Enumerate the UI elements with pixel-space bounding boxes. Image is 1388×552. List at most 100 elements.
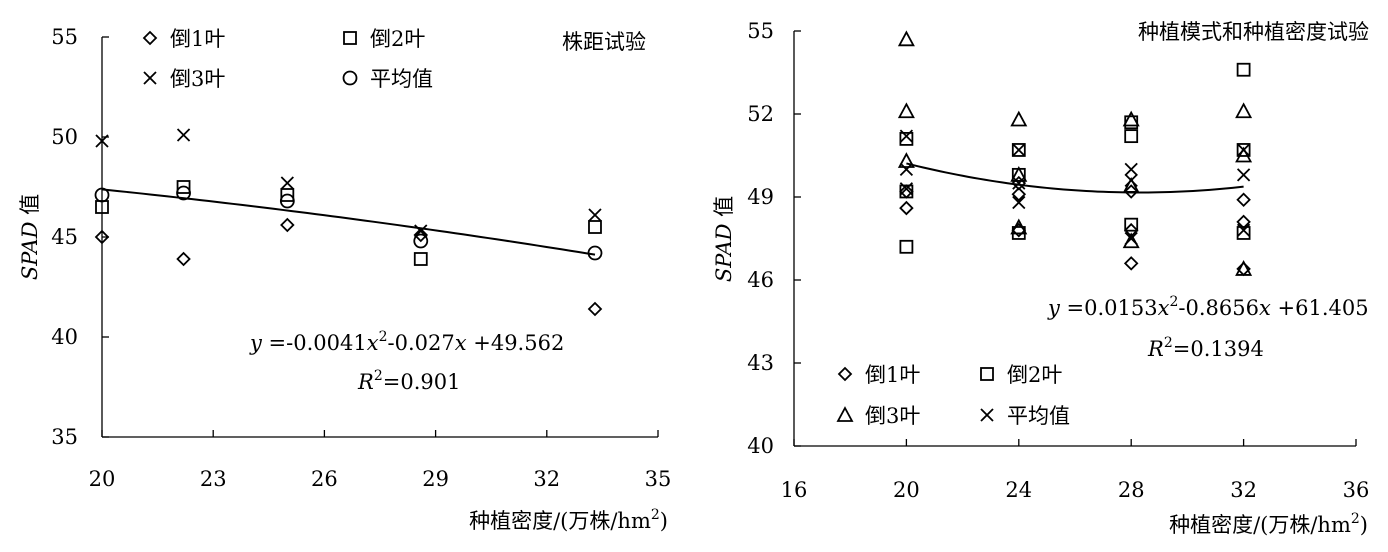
x-tick-label: 24 (1005, 478, 1032, 502)
data-point (176, 128, 191, 142)
trendline-left (101, 188, 596, 256)
data-point (899, 184, 914, 199)
data-point (1236, 168, 1251, 182)
x-tick-label: 35 (645, 467, 672, 491)
data-point (1012, 176, 1026, 190)
data-point (1012, 143, 1026, 157)
data-point (1236, 143, 1251, 157)
y-tick-label: 55 (51, 25, 78, 49)
y-tick-label: 50 (51, 125, 78, 149)
x-tick-label: 20 (89, 467, 116, 491)
legend-marker (143, 71, 157, 85)
x-ticks-left: 20 23 26 29 32 35 (89, 430, 672, 491)
data-point (1124, 217, 1139, 232)
data-point (588, 220, 602, 234)
x-tick-label: 26 (311, 467, 338, 491)
data-point (1124, 162, 1138, 176)
trendline-right (906, 162, 1244, 194)
data-point (176, 180, 191, 194)
data-point (1010, 218, 1028, 235)
data-point (899, 162, 914, 176)
data-point (897, 30, 915, 47)
y-ticks-left: 35 40 45 50 55 (51, 25, 109, 449)
data-point (279, 193, 295, 209)
data-point (899, 131, 914, 146)
data-point (899, 182, 914, 196)
data-point (1012, 195, 1026, 210)
data-point (1236, 214, 1251, 230)
x-axis-label: 种植密度/(万株/hm2) (469, 507, 668, 533)
x-tick-label: 20 (893, 478, 920, 502)
data-point (1235, 146, 1253, 163)
data-point (587, 301, 603, 317)
data-point (1236, 223, 1251, 237)
y-tick-label: 45 (51, 225, 78, 249)
y-tick-label: 49 (747, 185, 774, 209)
x-tick-label: 28 (1118, 478, 1145, 502)
data-point (1235, 260, 1253, 276)
data-points-left (94, 128, 603, 317)
data-point (1236, 143, 1251, 157)
x-tick-label: 32 (1230, 478, 1257, 502)
r-squared-left: R2=0.901 (357, 368, 460, 394)
chart-title: 株距试验 (562, 30, 646, 54)
legend-label: 平均值 (370, 67, 433, 91)
data-points-right (897, 30, 1253, 277)
data-point (94, 229, 110, 245)
x-tick-label: 16 (781, 478, 808, 502)
y-tick-label: 35 (51, 425, 78, 449)
legend-label: 倒3叶 (865, 404, 920, 428)
data-point (94, 187, 110, 203)
data-point (1124, 129, 1139, 144)
data-point (176, 251, 191, 267)
data-point (413, 233, 429, 249)
data-point (1236, 62, 1251, 77)
data-point (899, 200, 914, 216)
y-tick-label: 46 (747, 268, 774, 292)
y-axis-label: SPAD 值 (18, 194, 42, 280)
legend-marker (342, 70, 358, 86)
data-point (587, 245, 603, 261)
data-point (1011, 143, 1026, 157)
legend-marker (980, 367, 994, 381)
legend-marker (837, 366, 853, 382)
data-point (899, 239, 914, 254)
data-point (899, 129, 914, 143)
data-point (1124, 231, 1138, 246)
legend-label: 倒1叶 (865, 363, 920, 387)
legend-marker (343, 31, 357, 45)
legend-marker (980, 408, 994, 422)
equation-right: y =0.0153x2-0.8656x +61.405 (1047, 294, 1369, 320)
data-point (1236, 226, 1251, 240)
y-tick-label: 40 (747, 434, 774, 458)
data-point (1122, 110, 1140, 127)
data-point (1010, 165, 1028, 182)
legend-label: 倒2叶 (1007, 363, 1062, 387)
data-point (1011, 222, 1027, 238)
r-squared-right: R2=0.1394 (1147, 335, 1264, 361)
data-point (899, 184, 914, 199)
data-point (1011, 186, 1027, 202)
data-point (1235, 102, 1253, 119)
data-point (1123, 256, 1139, 271)
x-tick-label: 29 (422, 467, 449, 491)
data-point (280, 188, 295, 202)
legend-label: 平均值 (1007, 404, 1070, 428)
trendline (101, 188, 596, 256)
data-point (897, 102, 915, 119)
legend-marker (142, 30, 158, 46)
y-tick-label: 43 (747, 351, 774, 375)
trendline (906, 162, 1244, 194)
x-tick-label: 32 (533, 467, 560, 491)
data-point (1010, 110, 1028, 127)
data-point (95, 134, 109, 148)
data-point (413, 227, 429, 243)
y-tick-label: 52 (747, 102, 774, 126)
legend-label: 倒1叶 (170, 27, 225, 51)
data-point (280, 217, 295, 233)
data-point (413, 252, 428, 266)
